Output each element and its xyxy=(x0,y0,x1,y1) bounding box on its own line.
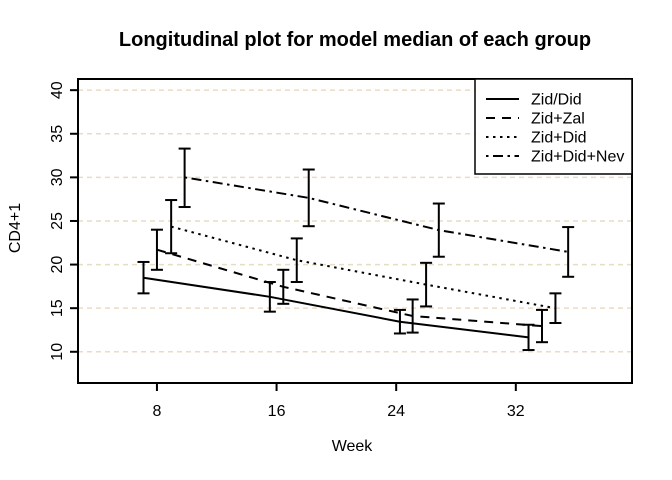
y-tick-label: 40 xyxy=(49,81,66,99)
data-series xyxy=(137,147,575,352)
y-tick-label: 25 xyxy=(49,212,66,230)
median-line xyxy=(170,225,556,310)
y-tick-label: 15 xyxy=(49,299,66,317)
series-zid-did xyxy=(165,199,562,325)
error-bar xyxy=(549,292,562,325)
error-bar xyxy=(535,308,548,344)
legend-label: Zid+Zal xyxy=(531,111,585,128)
plot-box xyxy=(77,78,633,384)
y-tick-label: 30 xyxy=(49,168,66,186)
legend-label: Zid/Did xyxy=(531,92,582,109)
series-zid-did xyxy=(137,260,535,352)
median-line xyxy=(184,176,569,253)
y-tick-label: 10 xyxy=(49,343,66,361)
legend-item: Zid+Zal xyxy=(486,111,585,128)
error-bar xyxy=(302,168,315,228)
median-line xyxy=(156,248,543,328)
x-tick-label: 16 xyxy=(268,403,286,420)
legend: Zid/Did Zid+Zal Zid+Did Zid+Did+Nev xyxy=(474,78,633,175)
median-line xyxy=(143,276,529,339)
error-bar xyxy=(290,237,303,284)
x-tick-label: 8 xyxy=(152,403,161,420)
chart-title: Longitudinal plot for model median of ea… xyxy=(119,29,591,51)
legend-item: Zid+Did+Nev xyxy=(486,149,624,166)
y-axis-label: CD4+1 xyxy=(7,203,24,253)
error-bar xyxy=(137,260,150,295)
error-bar xyxy=(562,226,575,278)
legend-label: Zid+Did+Nev xyxy=(531,149,624,166)
error-bar xyxy=(165,199,178,255)
error-bar xyxy=(420,261,433,308)
legend-box xyxy=(474,78,633,175)
series-zid-zal xyxy=(150,228,548,344)
y-tick-label: 20 xyxy=(49,256,66,274)
x-tick-label: 32 xyxy=(507,403,525,420)
legend-label: Zid+Did xyxy=(531,130,587,147)
x-tick-label: 24 xyxy=(387,403,405,420)
axes: 8 16 24 32 10 15 20 25 30 35 40 xyxy=(49,78,633,420)
y-tick-label: 35 xyxy=(49,125,66,143)
error-bar xyxy=(150,228,163,271)
legend-item: Zid/Did xyxy=(486,92,582,109)
x-axis-label: Week xyxy=(332,438,374,455)
series-zid-did-nev xyxy=(178,147,575,278)
legend-item: Zid+Did xyxy=(486,130,587,147)
